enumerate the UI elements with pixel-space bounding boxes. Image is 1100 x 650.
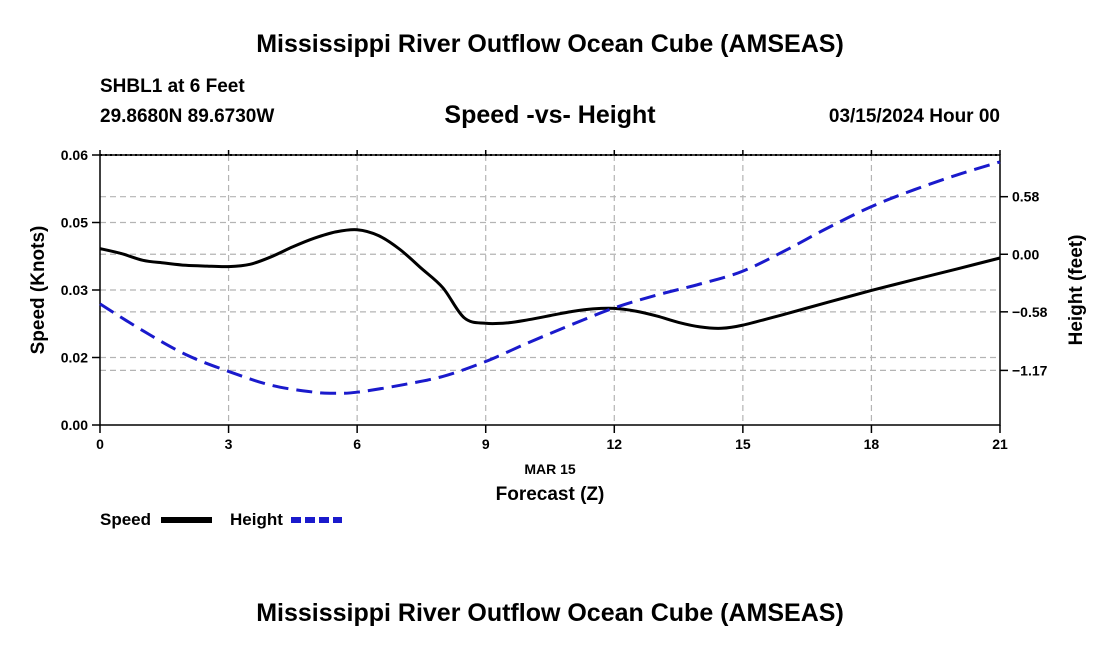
x-tick-label: 3	[225, 436, 233, 452]
legend-height-label: Height	[230, 510, 283, 529]
station-label: SHBL1 at 6 Feet	[100, 76, 245, 97]
series-layer	[99, 160, 1001, 395]
legend-speed-label: Speed	[100, 510, 151, 529]
chart-subtitle: Speed -vs- Height	[444, 101, 656, 129]
x-tick-label: 6	[353, 436, 361, 452]
y2-axis-title: Height (feet)	[1066, 235, 1087, 346]
height-series-line	[99, 160, 1001, 395]
y-axis-title: Speed (Knots)	[28, 226, 49, 355]
y2-tick-label: −0.58	[1012, 304, 1048, 320]
coordinates-label: 29.8680N 89.6730W	[100, 106, 275, 127]
x-tick-label: 12	[606, 436, 622, 452]
speed-series-line	[99, 228, 1001, 330]
chart-title-repeat: Mississippi River Outflow Ocean Cube (AM…	[256, 599, 844, 627]
x-axis-title: Forecast (Z)	[496, 484, 605, 505]
speed-height-chart: 0 3 6 9 12 15 18 21 0.00 0.02 0.03 0.05 0.06 0.58 0.00…	[28, 147, 1087, 529]
y-tick-label: 0.05	[61, 215, 88, 231]
x-tick-label: 21	[992, 436, 1008, 452]
grid-layer	[100, 155, 1000, 425]
y2-tick-label: 0.58	[1012, 189, 1039, 205]
y2-tick-label: 0.00	[1012, 246, 1039, 262]
y-tick-label: 0.06	[61, 147, 88, 163]
x-tick-label: 9	[482, 436, 490, 452]
x-tick-label: 0	[96, 436, 104, 452]
x-tick-label: 18	[864, 436, 880, 452]
y2-tick-label: −1.17	[1012, 362, 1048, 378]
y-tick-label: 0.02	[61, 350, 88, 366]
x-axis-date-label: MAR 15	[524, 461, 576, 477]
y-tick-label: 0.00	[61, 417, 88, 433]
legend: Speed Height	[100, 510, 342, 529]
y-tick-label: 0.03	[61, 282, 88, 298]
axes-layer: 0 3 6 9 12 15 18 21 0.00 0.02 0.03 0.05 0.06 0.58 0.00…	[61, 147, 1048, 452]
x-tick-label: 15	[735, 436, 751, 452]
chart-title: Mississippi River Outflow Ocean Cube (AM…	[256, 30, 844, 58]
forecast-datetime: 03/15/2024 Hour 00	[828, 106, 1000, 127]
